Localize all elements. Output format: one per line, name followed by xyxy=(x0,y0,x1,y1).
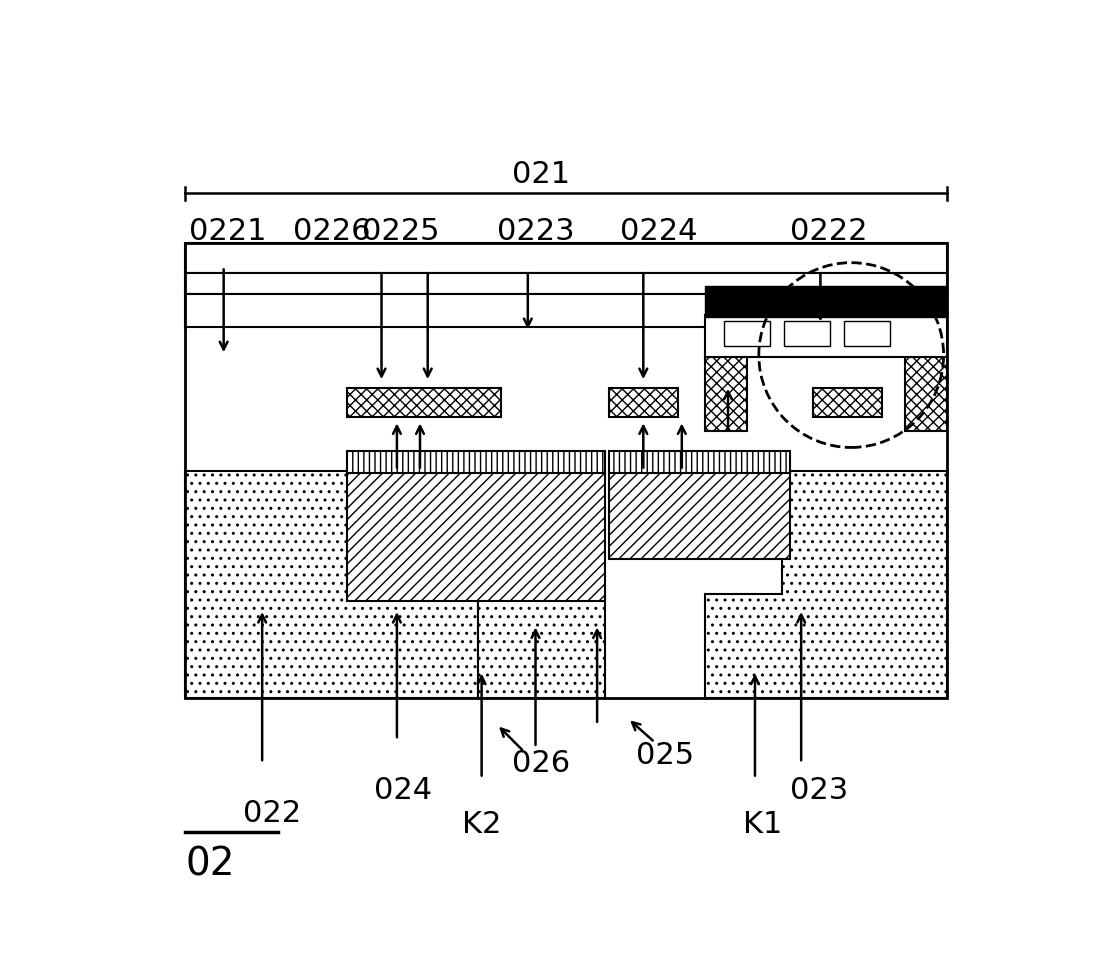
Bar xyxy=(186,274,947,295)
Bar xyxy=(609,471,790,560)
Text: 026: 026 xyxy=(513,748,570,777)
Text: 0221: 0221 xyxy=(189,217,266,246)
Text: 022: 022 xyxy=(243,798,301,827)
Polygon shape xyxy=(186,471,477,698)
Bar xyxy=(186,244,947,274)
Bar xyxy=(347,451,604,474)
Text: 0225: 0225 xyxy=(362,217,440,246)
Text: K2: K2 xyxy=(462,810,502,838)
Text: 02: 02 xyxy=(186,844,234,882)
Text: 0223: 0223 xyxy=(497,217,575,246)
Bar xyxy=(705,286,947,318)
Text: 024: 024 xyxy=(373,775,432,804)
Text: 025: 025 xyxy=(635,741,694,769)
Polygon shape xyxy=(477,594,604,698)
Bar xyxy=(347,389,501,418)
Bar xyxy=(609,389,678,418)
Bar xyxy=(186,295,947,327)
Bar xyxy=(705,316,947,358)
Bar xyxy=(785,321,831,347)
Text: K1: K1 xyxy=(744,810,782,838)
Bar xyxy=(705,356,747,431)
Bar xyxy=(347,471,604,602)
Bar xyxy=(812,389,882,418)
Bar xyxy=(905,356,947,431)
Text: 023: 023 xyxy=(790,775,848,804)
Polygon shape xyxy=(705,471,947,698)
Text: 0226: 0226 xyxy=(293,217,370,246)
Text: 0224: 0224 xyxy=(620,217,697,246)
Bar xyxy=(186,244,947,698)
Text: 021: 021 xyxy=(513,159,570,189)
Bar xyxy=(609,451,790,474)
Bar xyxy=(844,321,891,347)
Bar xyxy=(724,321,770,347)
Text: 0222: 0222 xyxy=(790,217,867,246)
